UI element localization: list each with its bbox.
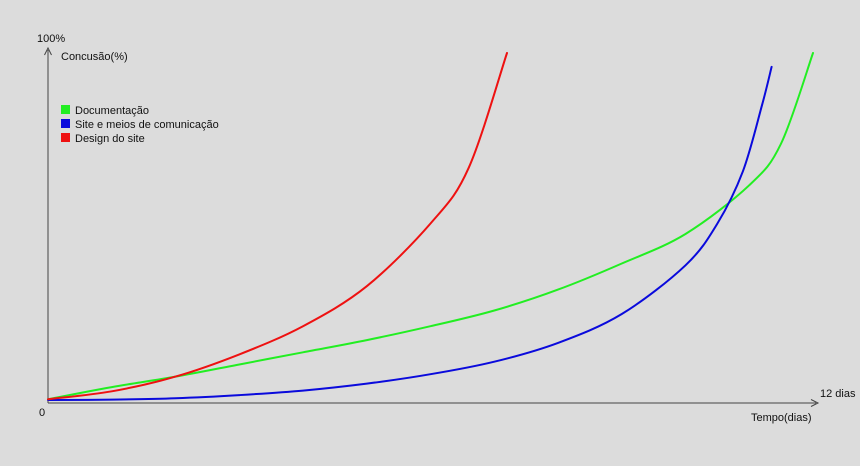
x-axis-arrow-icon	[810, 399, 820, 407]
legend-swatch-documentacao	[61, 105, 70, 114]
origin-label: 0	[39, 407, 45, 419]
series-layer	[47, 52, 814, 401]
series-line-site	[47, 65, 773, 401]
axes	[44, 46, 820, 407]
x-axis-title: Tempo(dias)	[751, 412, 812, 424]
y-axis-title: Concusão(%)	[61, 51, 128, 63]
legend-swatch-design	[61, 133, 70, 142]
legend-label-site: Site e meios de comunicação	[75, 119, 219, 131]
y-max-label: 100%	[37, 33, 65, 45]
y-axis-arrow-icon	[44, 46, 52, 56]
series-line-documentacao	[47, 52, 814, 401]
x-max-label: 12 dias	[820, 388, 856, 400]
legend-label-design: Design do site	[75, 133, 145, 145]
legend: Documentação Site e meios de comunicação…	[61, 105, 219, 145]
series-line-design	[47, 52, 508, 401]
legend-swatch-site	[61, 119, 70, 128]
legend-label-documentacao: Documentação	[75, 105, 149, 117]
